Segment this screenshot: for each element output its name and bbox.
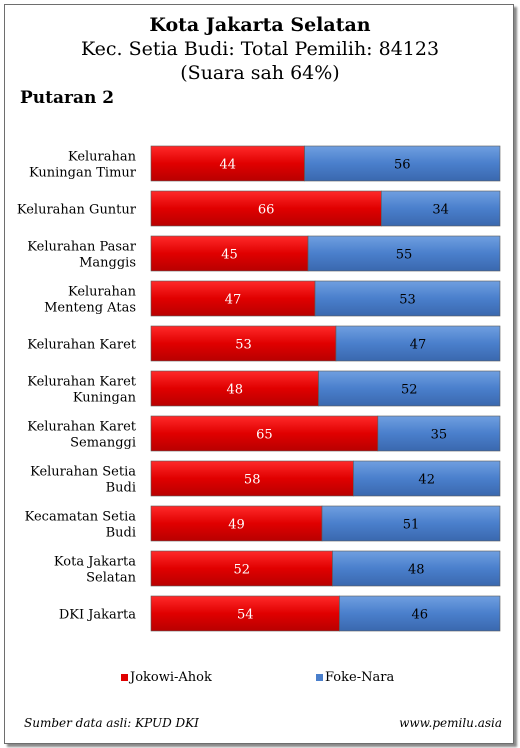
category-label: Kelurahan Guntur [17, 203, 137, 218]
value-label: 46 [411, 608, 428, 623]
legend-item-jokowi-ahok: Jokowi-Ahok [121, 670, 212, 685]
bars-group: Kelurahan Kuningan Timur 44 56 Kelurahan Gun… [17, 145, 501, 632]
category-label: Kelurahan Karet [27, 338, 137, 353]
category-label: Kelurahan Setia Budi [30, 465, 136, 496]
bar-foke-nara [381, 190, 501, 227]
value-label: 34 [432, 203, 449, 218]
value-label: 55 [396, 248, 413, 263]
value-label: 52 [401, 383, 418, 398]
value-label: 35 [431, 428, 448, 443]
bar-jokowi-ahok [150, 325, 337, 362]
bar-jokowi-ahok [150, 235, 309, 272]
bar-foke-nara [339, 595, 501, 632]
chart-title: Kota Jakarta Selatan [149, 14, 371, 36]
bar-foke-nara [377, 415, 501, 452]
legend-label: Foke-Nara [325, 670, 395, 685]
bar-jokowi-ahok [150, 145, 305, 182]
value-label: 53 [235, 338, 252, 353]
value-label: 52 [233, 563, 250, 578]
legend-swatch-red [121, 674, 128, 681]
bar-foke-nara [335, 325, 501, 362]
category-label: Kelurahan Kuningan Timur [29, 150, 137, 181]
value-label: 45 [221, 248, 238, 263]
value-label: 49 [228, 518, 245, 533]
value-label: 51 [403, 518, 420, 533]
value-label: 54 [237, 608, 254, 623]
category-label: DKI Jakarta [59, 608, 136, 623]
value-label: 53 [399, 293, 416, 308]
chart-subtitle-valid-votes: (Suara sah 64%) [180, 62, 340, 84]
bar-foke-nara [332, 550, 501, 587]
value-label: 47 [225, 293, 242, 308]
bar-foke-nara [318, 370, 501, 407]
bar-jokowi-ahok [150, 415, 379, 452]
bar-jokowi-ahok [150, 505, 323, 542]
category-label: Kelurahan Karet Semanggi [27, 420, 137, 451]
bar-foke-nara [314, 280, 501, 317]
bar-jokowi-ahok [150, 190, 382, 227]
legend-swatch-blue [316, 674, 323, 681]
legend-item-foke-nara: Foke-Nara [316, 670, 394, 685]
bar-foke-nara [307, 235, 501, 272]
bar-foke-nara [321, 505, 501, 542]
bar-jokowi-ahok [150, 370, 319, 407]
chart-subtitle-voters: Kec. Setia Budi: Total Pemilih: 84123 [80, 38, 440, 60]
category-label: Kelurahan Menteng Atas [44, 285, 137, 316]
value-label: 56 [394, 158, 411, 173]
category-label: Kelurahan Karet Kuningan [27, 375, 137, 406]
bar-jokowi-ahok [150, 550, 333, 587]
category-label: Kelurahan Pasar Manggis [27, 240, 137, 271]
value-label: 48 [408, 563, 425, 578]
value-label: 65 [256, 428, 273, 443]
bar-jokowi-ahok [150, 595, 340, 632]
bar-foke-nara [304, 145, 501, 182]
bar-jokowi-ahok [150, 280, 316, 317]
bar-jokowi-ahok [150, 460, 354, 497]
value-label: 42 [418, 473, 435, 488]
category-label: Kota Jakarta Selatan [54, 555, 137, 586]
legend-label: Jokowi-Ahok [130, 670, 212, 685]
value-label: 66 [258, 203, 275, 218]
value-label: 58 [244, 473, 261, 488]
value-label: 44 [220, 158, 237, 173]
value-label: 47 [410, 338, 427, 353]
website-label: www.pemilu.asia [399, 716, 502, 730]
value-label: 48 [226, 383, 243, 398]
round-label: Putaran 2 [20, 88, 115, 108]
bar-foke-nara [353, 460, 501, 497]
category-label: Kecamatan Setia Budi [25, 510, 137, 541]
source-note: Sumber data asli: KPUD DKI [24, 716, 199, 730]
